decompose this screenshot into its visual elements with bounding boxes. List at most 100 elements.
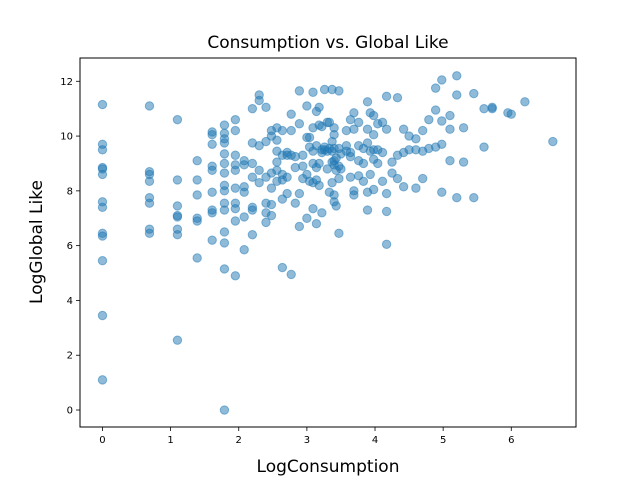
y-tick-label: 6 (67, 241, 73, 252)
scatter-point-67 (230, 125, 241, 136)
scatter-point-261 (469, 193, 479, 203)
scatter-point-47 (219, 227, 230, 237)
scatter-point-111 (282, 188, 292, 199)
scatter-point-184 (336, 164, 346, 174)
scatter-point-202 (358, 158, 369, 169)
scatter-point-112 (282, 172, 292, 182)
scatter-point-37 (207, 205, 217, 215)
scatter-point-62 (230, 198, 241, 208)
scatter-point-21 (172, 335, 183, 345)
scatter-point-118 (286, 109, 296, 119)
scatter-point-87 (261, 217, 271, 228)
x-tick-label: 3 (304, 435, 310, 446)
scatter-point-158 (322, 164, 333, 174)
scatter-point-63 (230, 183, 241, 193)
scatter-point-207 (362, 124, 373, 134)
scatter-point-44 (219, 405, 230, 415)
scatter-point-270 (548, 136, 558, 147)
scatter-point-115 (286, 269, 296, 280)
scatter-point-259 (458, 157, 469, 167)
scatter-point-51 (219, 180, 230, 191)
scatter-point-92 (261, 102, 271, 113)
scatter-point-228 (387, 168, 397, 178)
scatter-point-74 (239, 156, 249, 166)
scatter-point-204 (362, 205, 373, 215)
scatter-point-60 (230, 216, 241, 226)
x-tick-label: 0 (99, 435, 105, 446)
scatter-point-187 (341, 140, 352, 151)
scatter-point-29 (192, 253, 202, 263)
scatter-point-150 (314, 102, 324, 113)
scatter-point-120 (290, 162, 300, 173)
scatter-point-34 (192, 156, 202, 166)
scatter-point-223 (381, 239, 392, 249)
scatter-point-191 (345, 147, 356, 158)
scatter-point-81 (247, 103, 258, 114)
scatter-point-28 (172, 114, 183, 125)
y-tick-label: 0 (67, 406, 73, 417)
scatter-point-188 (341, 125, 352, 136)
scatter-point-26 (172, 201, 183, 211)
scatter-point-129 (302, 213, 312, 223)
y-tick-label: 10 (60, 132, 73, 143)
scatter-point-14 (144, 224, 155, 234)
scatter-point-233 (398, 182, 409, 192)
scatter-point-66 (230, 150, 241, 160)
x-tick-label: 6 (508, 435, 514, 446)
scatter-point-110 (277, 125, 288, 136)
scatter-point-91 (261, 136, 271, 147)
scatter-point-260 (458, 123, 469, 133)
scatter-point-225 (381, 188, 392, 199)
scatter-point-65 (230, 160, 241, 170)
y-axis-title: LogGlobal Like (27, 180, 47, 304)
scatter-point-147 (314, 180, 324, 191)
scatter-point-75 (247, 229, 258, 240)
scatter-point-9 (97, 162, 108, 173)
scatter-point-241 (418, 173, 428, 184)
scatter-point-11 (97, 139, 108, 149)
scatter-point-208 (362, 97, 373, 107)
scatter-point-79 (247, 158, 258, 169)
scatter-point-250 (437, 139, 447, 149)
scatter-point-19 (144, 166, 155, 177)
scatter-point-128 (298, 150, 308, 160)
scatter-point-216 (368, 110, 379, 121)
scatter-point-93 (266, 210, 277, 221)
scatter-point-135 (304, 132, 315, 143)
scatter-point-0 (97, 375, 108, 385)
scatter-point-32 (192, 190, 202, 200)
scatter-point-101 (272, 157, 282, 167)
y-tick-label: 2 (67, 351, 73, 362)
scatter-point-269 (520, 97, 530, 107)
scatter-point-45 (219, 264, 230, 274)
scatter-point-136 (308, 203, 318, 214)
scatter-point-40 (207, 161, 217, 171)
x-axis-title: LogConsumption (257, 457, 400, 477)
scatter-point-103 (272, 135, 282, 145)
scatter-point-170 (329, 190, 339, 200)
scatter-point-117 (286, 125, 296, 136)
scatter-point-23 (172, 224, 183, 234)
scatter-point-33 (192, 175, 202, 185)
scatter-point-70 (239, 212, 249, 222)
scatter-point-227 (381, 91, 392, 102)
scatter-point-215 (368, 130, 379, 140)
scatter-point-217 (373, 158, 383, 169)
scatter-point-222 (377, 117, 388, 128)
scatter-point-83 (254, 165, 264, 176)
scatter-point-27 (172, 175, 183, 185)
scatter-point-127 (298, 161, 308, 171)
scatter-point-142 (311, 219, 322, 229)
scatter-point-189 (345, 172, 356, 182)
scatter-point-31 (192, 213, 202, 223)
scatter-point-262 (469, 88, 479, 99)
scatter-point-266 (487, 102, 497, 113)
scatter-point-82 (254, 177, 264, 188)
scatter-point-251 (437, 116, 447, 126)
scatter-point-123 (294, 188, 305, 199)
x-tick-label: 4 (372, 435, 378, 446)
scatter-point-254 (445, 124, 455, 134)
scatter-point-255 (445, 110, 455, 121)
scatter-point-253 (445, 156, 455, 166)
scatter-point-35 (207, 235, 217, 245)
